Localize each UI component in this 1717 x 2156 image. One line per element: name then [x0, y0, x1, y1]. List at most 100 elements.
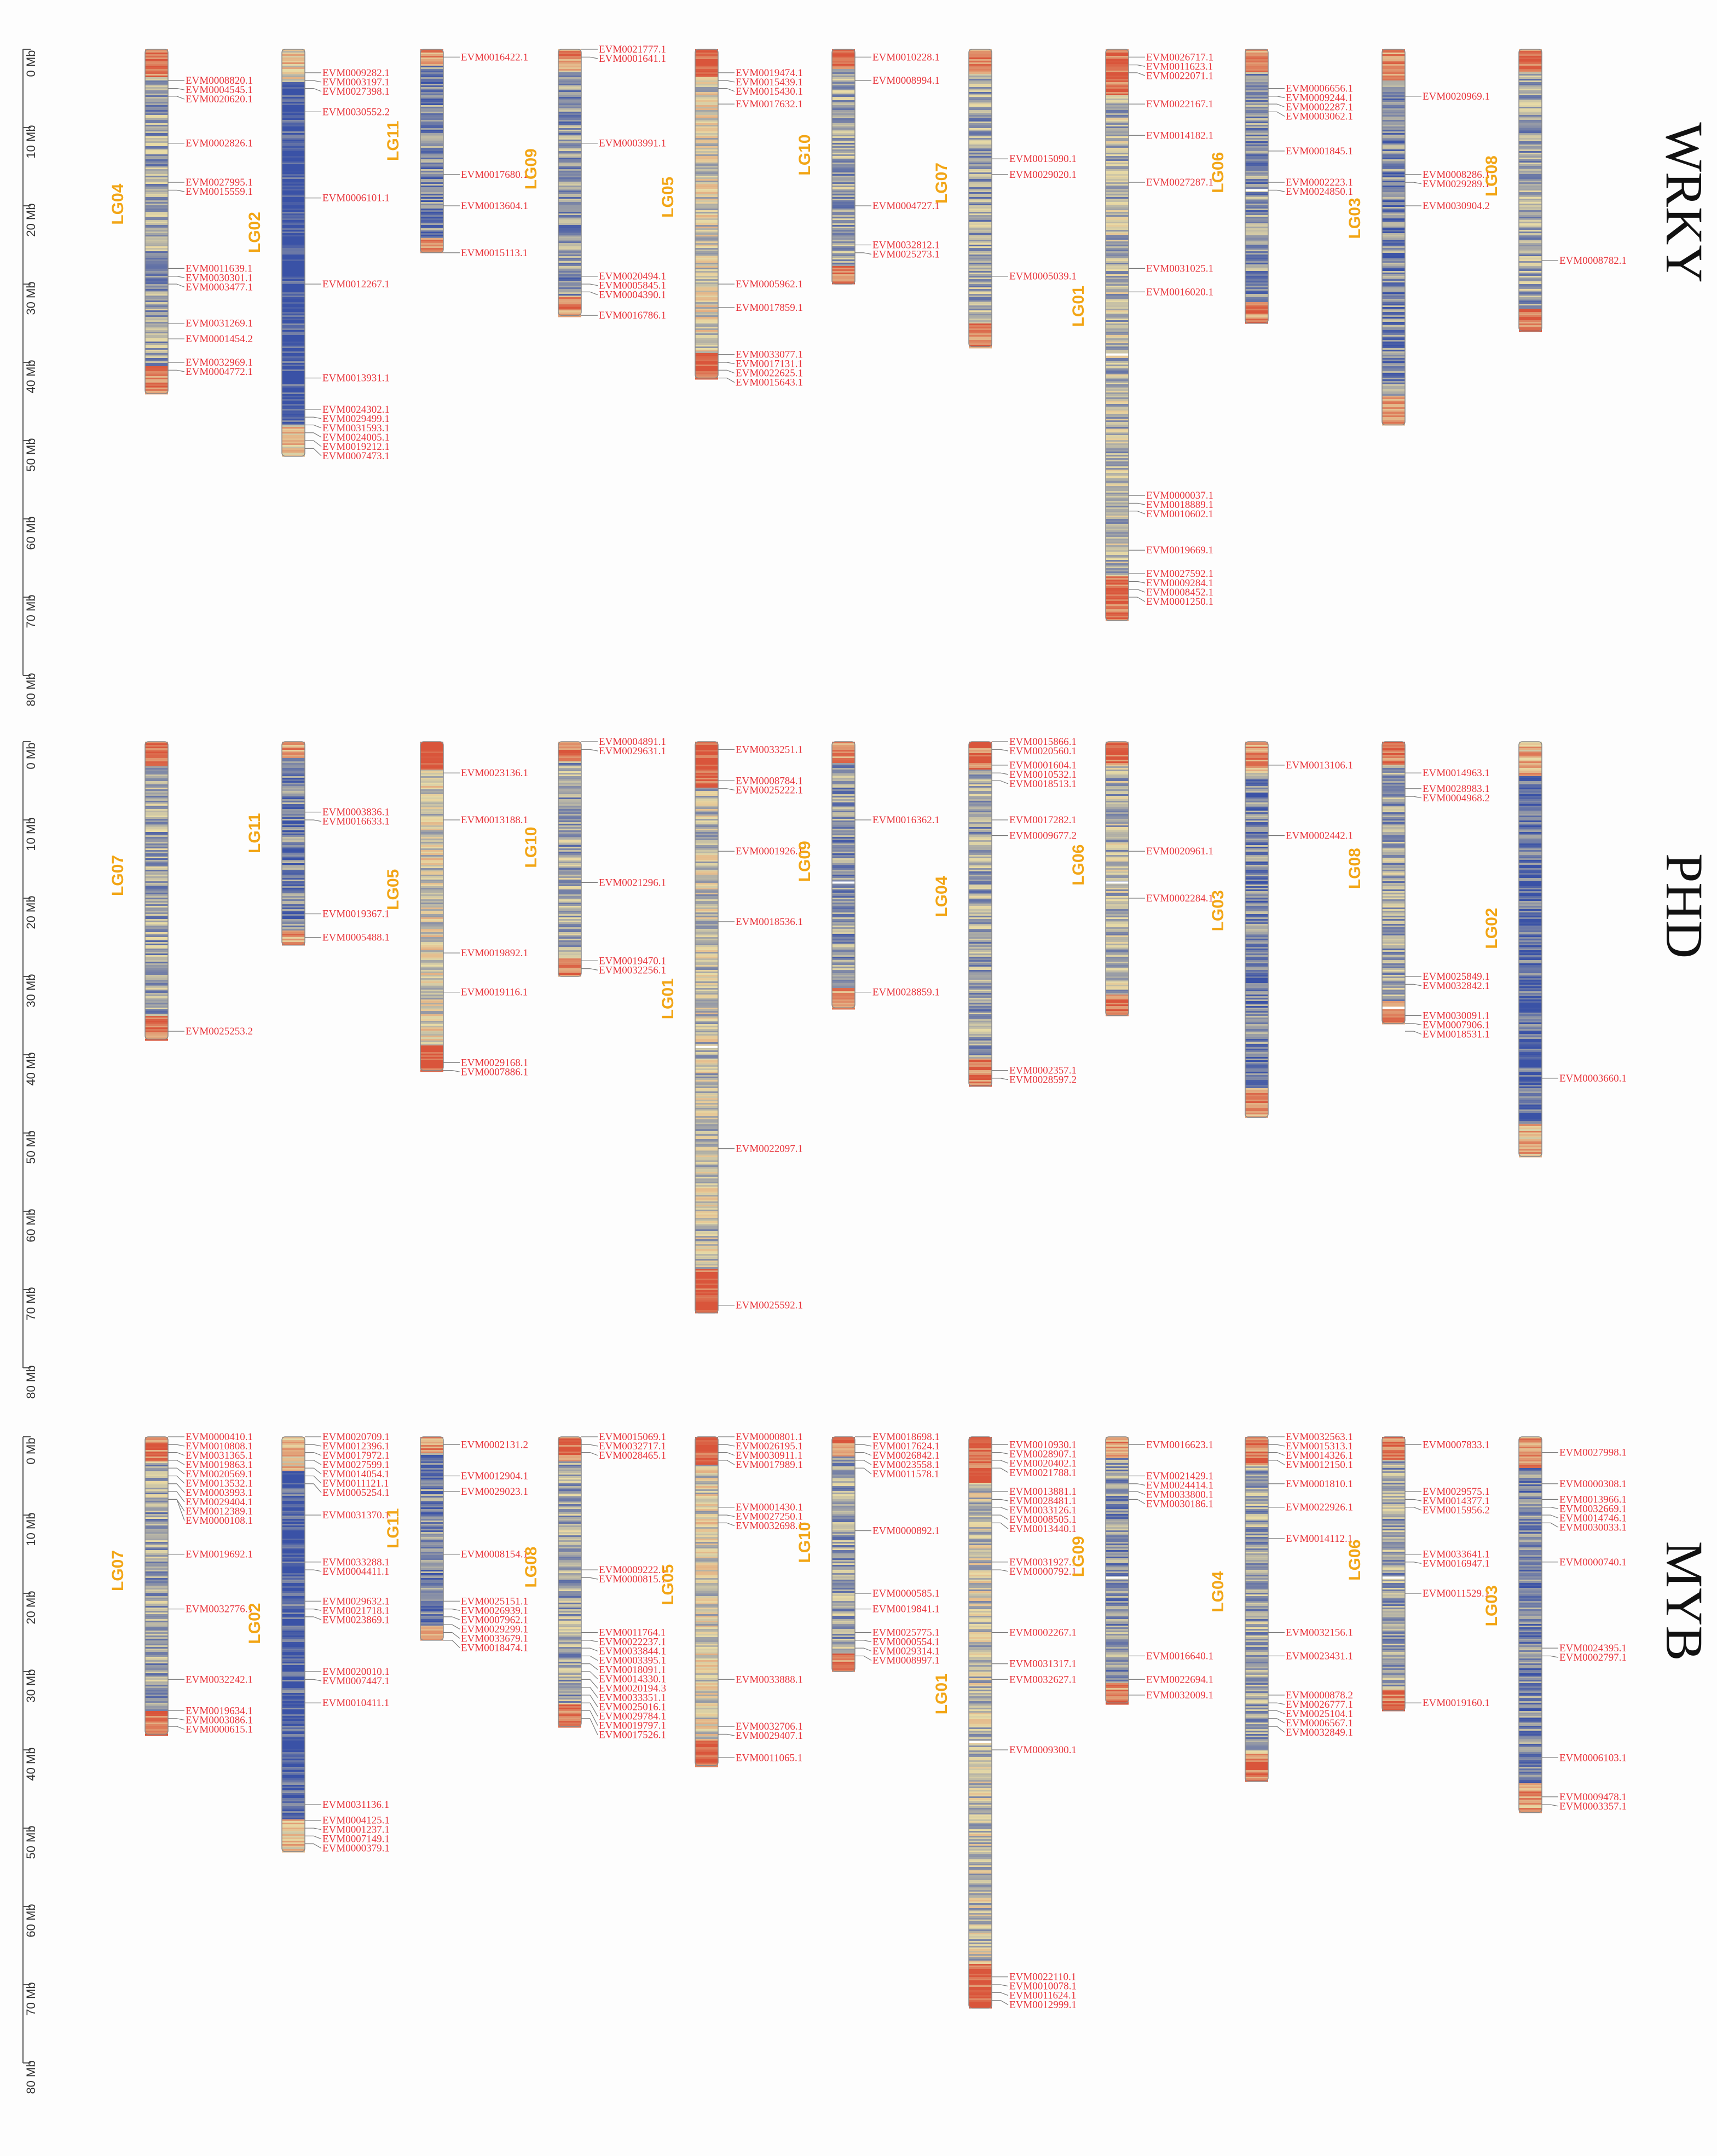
density-band — [1382, 266, 1405, 268]
gene-connector — [1137, 511, 1146, 515]
density-band — [832, 100, 855, 102]
density-band — [695, 140, 718, 142]
density-band — [1245, 67, 1268, 70]
density-band — [145, 230, 168, 232]
gene-label: EVM0025273.1 — [872, 249, 940, 261]
density-band — [969, 266, 992, 268]
gene-label: EVM0032842.1 — [1423, 980, 1490, 992]
density-band — [1106, 330, 1129, 332]
density-band — [1245, 194, 1268, 196]
density-band — [695, 350, 718, 352]
density-band — [1519, 962, 1542, 964]
density-band — [969, 824, 992, 826]
gene-label: EVM0000037.1 — [1146, 490, 1213, 501]
density-band — [1245, 273, 1268, 275]
density-band — [282, 392, 305, 395]
density-band — [420, 238, 443, 240]
density-band — [558, 172, 581, 175]
density-band — [695, 1034, 718, 1036]
family-title: PHD — [1655, 853, 1714, 958]
density-band — [420, 822, 443, 824]
density-band — [420, 105, 443, 107]
density-band — [1245, 747, 1268, 749]
density-band — [832, 1001, 855, 1003]
density-band — [420, 835, 443, 837]
density-band — [1245, 950, 1268, 952]
density-band — [1106, 248, 1129, 250]
density-band — [1245, 105, 1268, 107]
density-band — [145, 261, 168, 263]
density-band — [558, 789, 581, 791]
density-band — [832, 753, 855, 755]
density-band — [969, 924, 992, 926]
density-band — [1106, 553, 1129, 556]
density-band — [969, 56, 992, 58]
density-band — [695, 167, 718, 170]
density-band — [558, 263, 581, 265]
density-band — [558, 215, 581, 217]
density-band — [145, 99, 168, 101]
density-band — [558, 883, 581, 885]
density-band — [420, 957, 443, 959]
density-band — [1519, 778, 1542, 780]
density-band — [1519, 1073, 1542, 1076]
density-band — [145, 853, 168, 856]
density-band — [695, 1144, 718, 1146]
density-band — [282, 437, 305, 439]
density-band — [145, 960, 168, 962]
density-band — [695, 1201, 718, 1204]
density-band — [1519, 899, 1542, 901]
density-band — [1245, 783, 1268, 785]
density-band — [695, 755, 718, 757]
density-band — [420, 880, 443, 882]
density-band — [1519, 1014, 1542, 1016]
density-band — [1519, 842, 1542, 844]
density-band — [969, 89, 992, 91]
chromosome-outline — [968, 49, 992, 348]
density-band — [145, 799, 168, 801]
density-band — [145, 953, 168, 956]
density-band — [1106, 113, 1129, 115]
gene-marker: EVM0006656.1 — [1268, 83, 1353, 95]
density-band — [282, 845, 305, 847]
density-band — [145, 181, 168, 183]
density-band — [969, 953, 992, 956]
density-band — [1382, 384, 1405, 386]
density-band — [1245, 886, 1268, 888]
density-band — [969, 991, 992, 993]
density-band — [1245, 909, 1268, 911]
density-band — [1106, 832, 1129, 834]
density-band — [558, 158, 581, 160]
density-band — [1106, 95, 1129, 97]
density-band — [420, 796, 443, 798]
density-band — [420, 1067, 443, 1069]
density-band — [695, 963, 718, 966]
density-band — [1382, 796, 1405, 798]
density-band — [969, 154, 992, 157]
density-band — [969, 753, 992, 755]
density-band — [420, 1026, 443, 1028]
density-band — [282, 253, 305, 255]
density-band — [695, 1231, 718, 1233]
density-band — [1519, 105, 1542, 107]
density-band — [969, 342, 992, 344]
density-band — [1245, 307, 1268, 309]
density-band — [695, 891, 718, 893]
density-band — [282, 182, 305, 184]
density-band — [695, 365, 718, 367]
density-band — [1519, 922, 1542, 924]
density-band — [1382, 125, 1405, 127]
density-band — [1519, 227, 1542, 229]
density-band — [1245, 1011, 1268, 1013]
density-band — [1382, 911, 1405, 913]
density-band — [695, 1288, 718, 1291]
density-band — [695, 1103, 718, 1105]
density-band — [1519, 937, 1542, 939]
density-band — [1382, 225, 1405, 227]
density-band — [832, 190, 855, 193]
density-band — [282, 770, 305, 772]
density-band — [420, 163, 443, 165]
density-band — [1245, 927, 1268, 929]
density-band — [832, 932, 855, 934]
